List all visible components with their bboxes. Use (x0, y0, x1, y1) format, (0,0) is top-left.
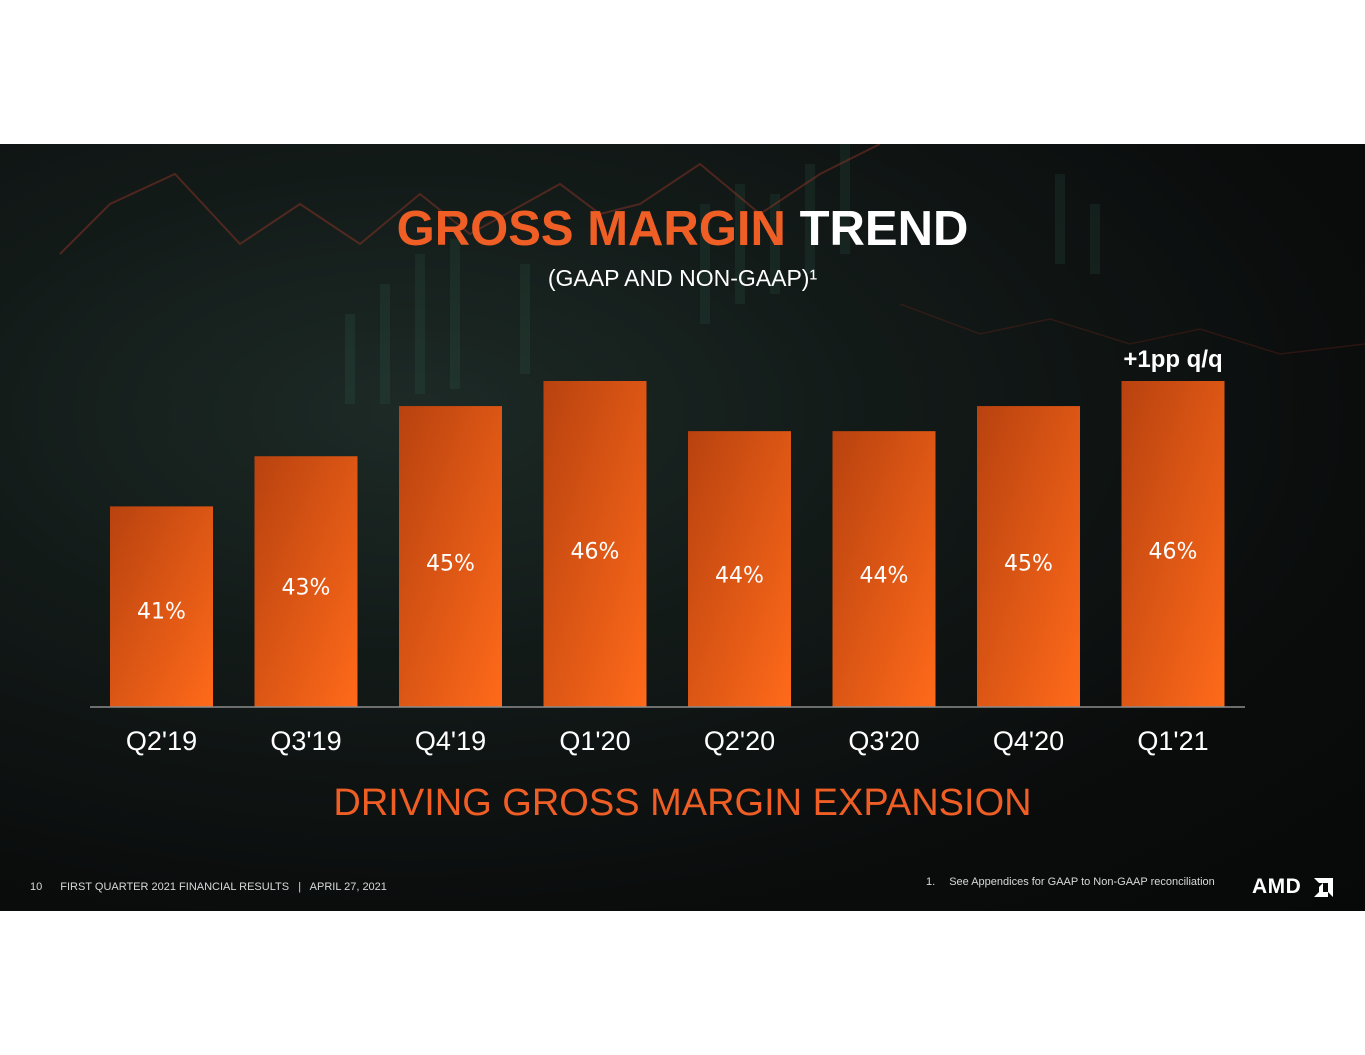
x-tick-label: Q2'19 (126, 726, 197, 756)
x-tick-label: Q1'20 (559, 726, 630, 756)
bar-data-label: 46% (1149, 540, 1198, 565)
x-tick-label: Q4'20 (993, 726, 1064, 756)
bar-data-label: 45% (1004, 552, 1053, 577)
bar-series: 41% 43% 45% 46% 44% 44% 45% 46% (110, 381, 1225, 707)
chart-title: GROSS MARGIN TREND (0, 200, 1365, 258)
bar-data-label: 43% (282, 576, 331, 601)
x-tick-label: Q4'19 (415, 726, 486, 756)
bar-Q2'19 (110, 506, 213, 707)
tagline: DRIVING GROSS MARGIN EXPANSION (333, 782, 1032, 824)
background-stock-chart-decoration (59, 144, 1365, 404)
bar-Q3'20 (832, 431, 936, 707)
footer-text: FIRST QUARTER 2021 FINANCIAL RESULTS | A… (60, 881, 387, 893)
bar-data-label: 45% (426, 552, 475, 577)
bar-Q4'20 (977, 406, 1080, 707)
page-number: 10 (30, 881, 43, 893)
bar-Q1'20 (543, 381, 647, 707)
x-axis-tick-labels: Q2'19 Q3'19 Q4'19 Q1'20 Q2'20 Q3'20 Q4'20 Q1'21 (126, 726, 1209, 756)
slide: GROSS MARGIN TREND (GAAP AND NON-GAAP)¹ … (0, 144, 1365, 911)
bar-data-label: 46% (571, 540, 620, 565)
chart-subtitle: (GAAP AND NON-GAAP)¹ (547, 265, 818, 291)
bar-chart: 41% 43% 45% 46% 44% 44% 45% 46% Q2'19 Q3'19 Q4'19… (90, 346, 1245, 756)
bar-Q1'21 (1121, 381, 1225, 707)
footnote-text: See Appendices for GAAP to Non-GAAP reco… (949, 876, 1215, 888)
footer: 10 FIRST QUARTER 2021 FINANCIAL RESULTS |… (30, 880, 387, 894)
title-orange-part: GROSS MARGIN (396, 202, 786, 256)
background-trend-line (59, 144, 881, 255)
bar-Q3'19 (254, 456, 358, 707)
bar-Q2'20 (688, 431, 791, 707)
x-tick-label: Q2'20 (704, 726, 775, 756)
amd-logo: AMD (1252, 875, 1334, 899)
x-tick-label: Q3'19 (270, 726, 341, 756)
x-tick-label: Q1'21 (1137, 726, 1208, 756)
bar-data-label: 44% (715, 564, 764, 589)
amd-arrow-icon (1314, 878, 1333, 897)
x-tick-label: Q3'20 (848, 726, 919, 756)
bar-Q4'19 (399, 406, 502, 707)
annotation-label: +1pp q/q (1123, 346, 1222, 373)
footnote-number: 1. (926, 876, 936, 888)
bar-data-label: 41% (137, 600, 186, 625)
bar-data-label: 44% (860, 564, 909, 589)
footnote: 1. See Appendices for GAAP to Non-GAAP re… (926, 875, 1215, 889)
logo-wordmark: AMD (1252, 875, 1302, 898)
title-white-part: TREND (799, 202, 969, 256)
